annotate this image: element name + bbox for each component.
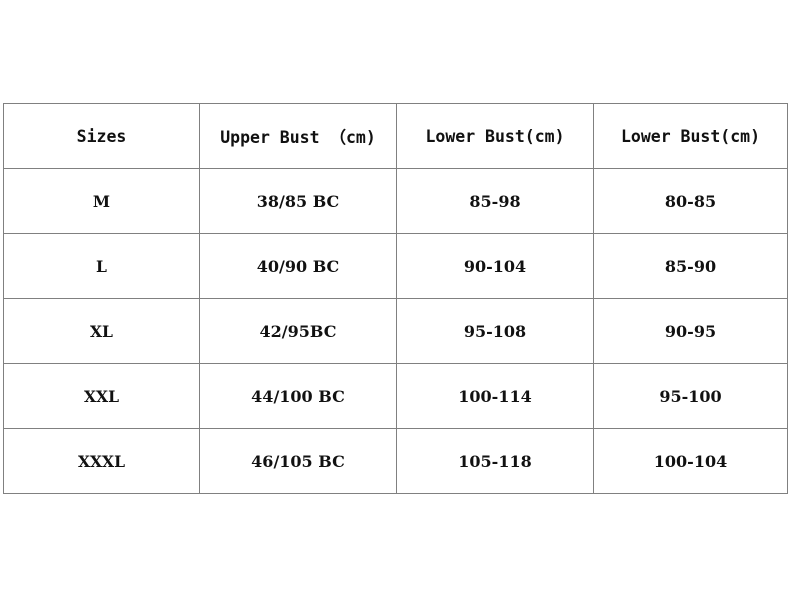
size-chart-body: M 38/85 BC 85-98 80-85 L 40/90 BC 90-104…	[3, 168, 788, 494]
table-row: M 38/85 BC 85-98 80-85	[3, 168, 788, 234]
cell-lower-bust-1: 85-98	[396, 168, 594, 234]
size-chart-header: Sizes Upper Bust （cm) Lower Bust(cm) Low…	[3, 103, 788, 169]
cell-lower-bust-1: 100-114	[396, 363, 594, 429]
cell-lower-bust-2: 100-104	[593, 428, 788, 494]
cell-upper-bust: 42/95BC	[199, 298, 397, 364]
cell-lower-bust-1: 105-118	[396, 428, 594, 494]
cell-upper-bust: 46/105 BC	[199, 428, 397, 494]
cell-lower-bust-1: 95-108	[396, 298, 594, 364]
header-row: Sizes Upper Bust （cm) Lower Bust(cm) Low…	[3, 103, 788, 169]
column-header-lower-bust-1: Lower Bust(cm)	[396, 103, 594, 169]
column-header-sizes: Sizes	[3, 103, 200, 169]
cell-size: XXXL	[3, 428, 200, 494]
column-header-lower-bust-2: Lower Bust(cm)	[593, 103, 788, 169]
table-row: XXL 44/100 BC 100-114 95-100	[3, 363, 788, 429]
table-row: XXXL 46/105 BC 105-118 100-104	[3, 428, 788, 494]
table-row: XL 42/95BC 95-108 90-95	[3, 298, 788, 364]
cell-lower-bust-2: 90-95	[593, 298, 788, 364]
cell-lower-bust-2: 80-85	[593, 168, 788, 234]
cell-lower-bust-2: 85-90	[593, 233, 788, 299]
cell-lower-bust-2: 95-100	[593, 363, 788, 429]
size-chart-container: Sizes Upper Bust （cm) Lower Bust(cm) Low…	[3, 103, 788, 494]
cell-size: M	[3, 168, 200, 234]
cell-size: L	[3, 233, 200, 299]
size-chart-table: Sizes Upper Bust （cm) Lower Bust(cm) Low…	[3, 103, 788, 494]
table-row: L 40/90 BC 90-104 85-90	[3, 233, 788, 299]
cell-size: XXL	[3, 363, 200, 429]
column-header-upper-bust: Upper Bust （cm)	[199, 103, 397, 169]
cell-lower-bust-1: 90-104	[396, 233, 594, 299]
cell-upper-bust: 38/85 BC	[199, 168, 397, 234]
cell-upper-bust: 40/90 BC	[199, 233, 397, 299]
cell-size: XL	[3, 298, 200, 364]
cell-upper-bust: 44/100 BC	[199, 363, 397, 429]
